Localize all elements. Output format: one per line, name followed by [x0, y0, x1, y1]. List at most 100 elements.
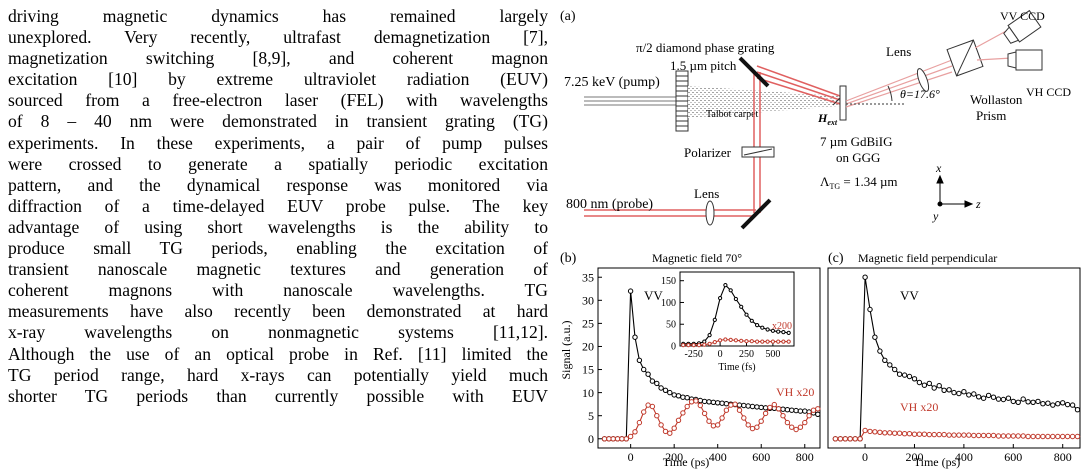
vv-ccd — [1003, 9, 1042, 44]
axis-x-label: x — [935, 161, 942, 175]
chart-b-series-1-point — [797, 424, 804, 430]
pump-beam — [584, 96, 678, 106]
wollaston-label-1: Wollaston — [970, 92, 1023, 107]
chart-b-inset-series-1-point — [691, 343, 696, 348]
chart-b-series-0-point — [632, 334, 638, 340]
sample-label-1: 7 µm GdBiIG — [820, 134, 893, 149]
chart-c-series-0-point — [931, 385, 937, 391]
chart-b-inset-series-0-point — [739, 304, 744, 309]
panel-b-vh-label: VH x20 — [776, 385, 814, 399]
text-line: TG period range, hard x-rays can potenti… — [8, 364, 548, 385]
chart-c-series-0-point — [985, 392, 992, 399]
chart-b-series-1-point — [614, 436, 621, 442]
vh-ccd-label: VH CCD — [1026, 85, 1071, 99]
chart-c-series-1-point — [832, 436, 839, 442]
chart-b-series-1-point — [636, 419, 643, 426]
chart-b-series-1-point — [715, 422, 721, 428]
chart-b-series-0-point — [754, 404, 760, 410]
chart-c-series-1-point — [1064, 433, 1071, 440]
chart-b-inset-series-1-point — [781, 339, 786, 344]
chart-b-series-0-point — [684, 395, 690, 401]
chart-c-xtick-label: 200 — [905, 450, 923, 464]
chart-b-xtick-label: 800 — [796, 450, 814, 464]
chart-b-xtick-label: 0 — [628, 450, 634, 464]
chart-b-series-1-point — [601, 436, 608, 442]
text-line: driving magnetic dynamics has remained l… — [8, 6, 548, 26]
chart-b-series-1-point — [671, 425, 677, 431]
theta-label: θ=17.6° — [900, 87, 940, 101]
chart-b-series-0-point — [654, 380, 660, 387]
sample-label-2: on GGG — [836, 150, 880, 165]
chart-c-series-1-point — [852, 436, 858, 442]
chart-b-series-1-point — [662, 428, 669, 435]
chart-b-series-1-point — [667, 430, 673, 436]
chart-b-series-0-point — [719, 400, 725, 406]
chart-c-series-0-point — [1005, 395, 1012, 401]
chart-c-series-0-point — [896, 371, 903, 377]
chart-c-series-1-point — [1069, 433, 1076, 440]
chart-c-series-1-point — [1000, 433, 1007, 439]
chart-c-series-1-point — [1030, 433, 1036, 440]
chart-c-series-0-point — [1045, 400, 1051, 406]
figure-svg: (a) 7.25 keV (pump) π/2 diamond phase gr… — [559, 9, 1081, 469]
vv-ccd-label: VV CCD — [1000, 9, 1045, 23]
sample — [839, 85, 847, 121]
hext-label: Hext — [817, 111, 838, 127]
chart-b-inset-series-1-point — [760, 339, 765, 344]
chart-c-series-0-point — [936, 383, 942, 389]
chart-c-series-1-point — [961, 432, 967, 438]
chart-c-series-1-point — [1035, 433, 1041, 440]
chart-c-series-1-point — [985, 432, 992, 439]
chart-b-xtick-label: 200 — [665, 450, 683, 464]
chart-c-series-0-point — [1000, 396, 1007, 403]
chart-b-inset-series-1-point — [681, 343, 686, 348]
chart-b-inset-series-1-point — [739, 338, 744, 343]
chart-c: 0 200 400 600 800 — [827, 267, 1081, 464]
chart-b-inset-xtick-label: 0 — [718, 349, 723, 360]
text-line: measurements have also recently been dem… — [8, 301, 548, 322]
text-line: produce small TG periods, enabling the e… — [8, 238, 548, 259]
chart-b-inset-xlabel: Time (fs) — [718, 362, 755, 373]
panel-a: (a) 7.25 keV (pump) π/2 diamond phase gr… — [560, 9, 1071, 230]
probe-lens — [705, 200, 715, 226]
chart-b-series-1-point — [680, 410, 686, 416]
chart-b-series-1-point — [610, 436, 616, 442]
chart-c-series-0-point — [1040, 401, 1046, 407]
chart-b-inset-series-1-point — [786, 339, 791, 344]
chart-b-inset-ytick-label: 150 — [661, 276, 676, 287]
panel-b-label: (b) — [560, 251, 577, 266]
chart-b-series-1-point — [697, 402, 704, 409]
panel-b-ylabel: Signal (a.u.) — [559, 321, 573, 380]
chart-b-series-0-point — [671, 392, 677, 398]
probe-lens-label: Lens — [694, 186, 719, 201]
chart-c-series-1-point — [887, 430, 893, 436]
chart-b-series-1-point — [632, 429, 638, 435]
text-line: Although the use of an optical probe in … — [8, 343, 548, 364]
chart-b-series-1-point — [810, 407, 817, 413]
chart-b-series-1-point — [710, 423, 717, 429]
chart-b-series-0-point — [762, 405, 769, 411]
grating-label-1: π/2 diamond phase grating — [636, 40, 775, 55]
chart-c-series-1-point — [872, 429, 878, 435]
signal-beam — [845, 59, 953, 108]
top-lens-label: Lens — [886, 44, 911, 59]
chart-c-series-0-point — [980, 395, 987, 401]
chart-b-inset-series-1-point — [770, 339, 775, 344]
chart-c-series-1-point — [1060, 433, 1066, 440]
chart-b-inset-xtick-label: -250 — [685, 349, 703, 360]
text-line: unexplored. Very recently, ultrafast dem… — [8, 27, 548, 48]
chart-c-series-0-point — [1050, 402, 1056, 408]
mirror-bottom — [740, 198, 772, 230]
chart-b-series-1-point — [806, 413, 812, 419]
chart-c-series-0-point — [1060, 400, 1066, 406]
chart-b-series-1-point — [606, 436, 612, 442]
mirror-top — [738, 56, 770, 88]
chart-b-series-0-point — [627, 288, 634, 294]
chart-c-series-0-point — [926, 380, 932, 387]
chart-c-series-1-point — [971, 432, 977, 439]
panel-c: (c) Magnetic field perpendicular 0 200 400… — [827, 251, 1081, 469]
vh-ccd — [1007, 49, 1043, 71]
chart-b-xtick-label: 400 — [709, 450, 727, 464]
chart-c-series-1-point — [1074, 433, 1081, 440]
chart-b-ytick-label: 25 — [582, 317, 594, 331]
